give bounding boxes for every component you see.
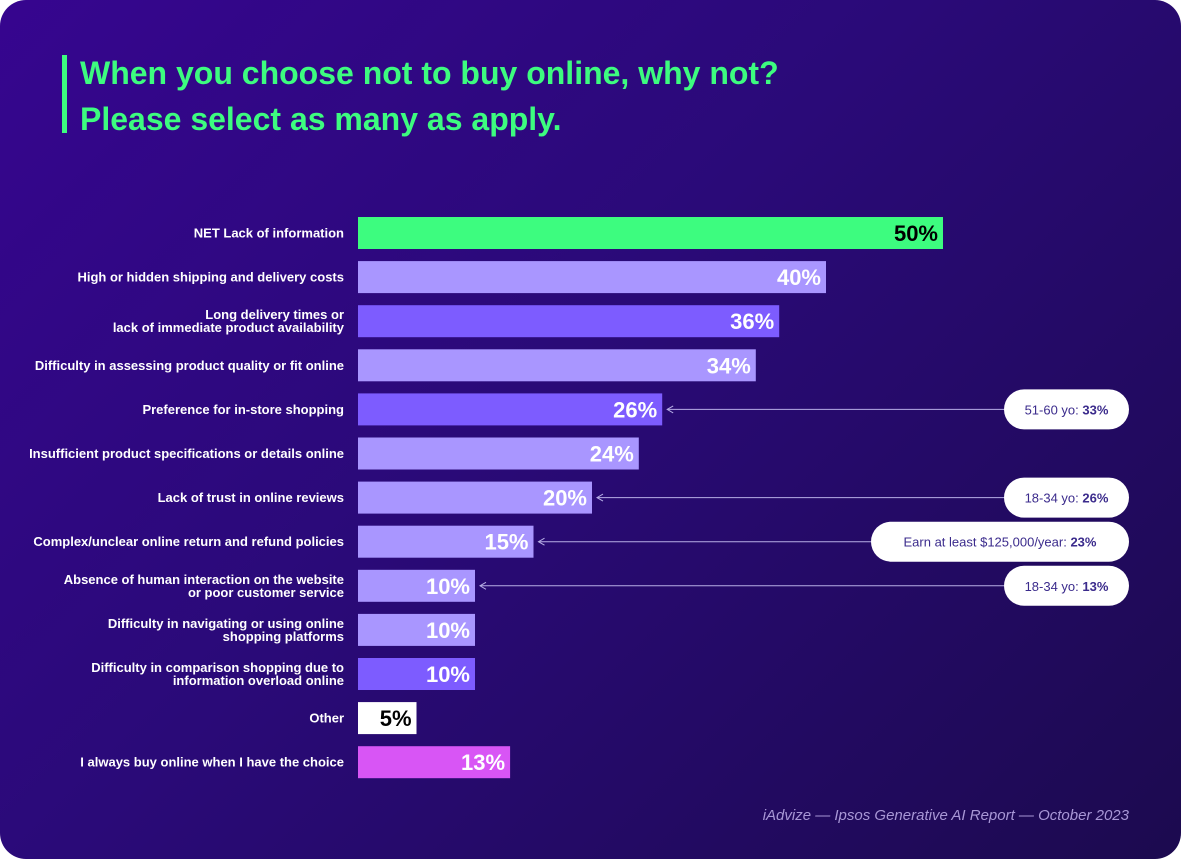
annotation-prefix-1: 18-34 yo: xyxy=(1025,491,1083,506)
bar-4 xyxy=(358,393,663,426)
category-label-8: Absence of human interaction on the webs… xyxy=(64,572,344,600)
annotation-text-0: 51-60 yo: 33% xyxy=(1025,402,1109,417)
annotation-prefix-3: 18-34 yo: xyxy=(1025,579,1083,594)
annotation-box-1 xyxy=(1004,477,1129,518)
category-label-6: Lack of trust in online reviews xyxy=(158,490,344,505)
value-label-7: 15% xyxy=(484,530,528,555)
value-label-0: 50% xyxy=(894,221,938,246)
value-label-12: 13% xyxy=(461,750,505,775)
bar-0 xyxy=(358,217,943,249)
annotation-value-2: 23% xyxy=(1070,535,1096,550)
annotation-arrow-0 xyxy=(666,405,674,414)
bar-1 xyxy=(358,261,826,294)
value-label-9: 10% xyxy=(426,618,470,643)
bar-7 xyxy=(358,525,534,558)
value-label-3: 34% xyxy=(707,353,751,378)
value-label-4: 26% xyxy=(613,397,657,422)
annotation-arrow-2 xyxy=(537,537,545,546)
category-label-2: Long delivery times or lack of immediate … xyxy=(113,307,345,335)
annotation-arrow-1 xyxy=(596,493,604,502)
value-label-2: 36% xyxy=(730,309,774,334)
annotation-box-3 xyxy=(1004,565,1129,606)
category-label-0: NET Lack of information xyxy=(194,226,344,241)
value-label-6: 20% xyxy=(543,486,587,511)
category-label-7: Complex/unclear online return and refund… xyxy=(33,534,344,549)
category-label-9: Difficulty in navigating or using online… xyxy=(108,616,344,644)
value-label-11: 5% xyxy=(380,706,412,731)
category-label-1: High or hidden shipping and delivery cos… xyxy=(77,270,344,285)
title-line-2: Please select as many as apply. xyxy=(80,101,562,137)
bar-5 xyxy=(358,437,639,470)
chart-title: When you choose not to buy online, why n… xyxy=(80,50,779,142)
annotation-text-1: 18-34 yo: 26% xyxy=(1025,491,1109,506)
title-line-1: When you choose not to buy online, why n… xyxy=(80,55,779,91)
bar-12 xyxy=(358,746,511,779)
category-label-5: Insufficient product specifications or d… xyxy=(29,446,344,461)
value-label-10: 10% xyxy=(426,662,470,687)
annotation-arrow-3 xyxy=(479,581,487,590)
value-label-1: 40% xyxy=(777,265,821,290)
annotation-box-0 xyxy=(1004,389,1129,430)
category-label-3: Difficulty in assessing product quality … xyxy=(35,358,344,373)
bar-2 xyxy=(358,305,780,338)
bar-3 xyxy=(358,349,756,382)
bar-10 xyxy=(358,658,475,690)
annotation-box-2 xyxy=(871,521,1129,562)
bar-11 xyxy=(358,702,417,735)
category-label-10: Difficulty in comparison shopping due to… xyxy=(91,660,344,688)
annotation-prefix-0: 51-60 yo: xyxy=(1025,402,1083,417)
annotation-text-3: 18-34 yo: 13% xyxy=(1025,579,1109,594)
bar-8 xyxy=(358,569,475,602)
bar-6 xyxy=(358,481,592,514)
source-footer: iAdvize — Ipsos Generative AI Report — O… xyxy=(762,807,1129,824)
value-label-5: 24% xyxy=(590,442,634,467)
annotation-value-1: 26% xyxy=(1082,491,1108,506)
annotation-value-0: 33% xyxy=(1082,402,1108,417)
title-accent-bar xyxy=(62,55,67,133)
category-label-4: Preference for in-store shopping xyxy=(142,402,344,417)
category-label-12: I always buy online when I have the choi… xyxy=(80,755,344,770)
annotation-value-3: 13% xyxy=(1082,579,1108,594)
value-label-8: 10% xyxy=(426,574,470,599)
category-label-11: Other xyxy=(309,711,344,726)
bar-9 xyxy=(358,613,475,646)
annotation-prefix-2: Earn at least $125,000/year: xyxy=(904,535,1071,550)
annotation-text-2: Earn at least $125,000/year: 23% xyxy=(904,535,1097,550)
